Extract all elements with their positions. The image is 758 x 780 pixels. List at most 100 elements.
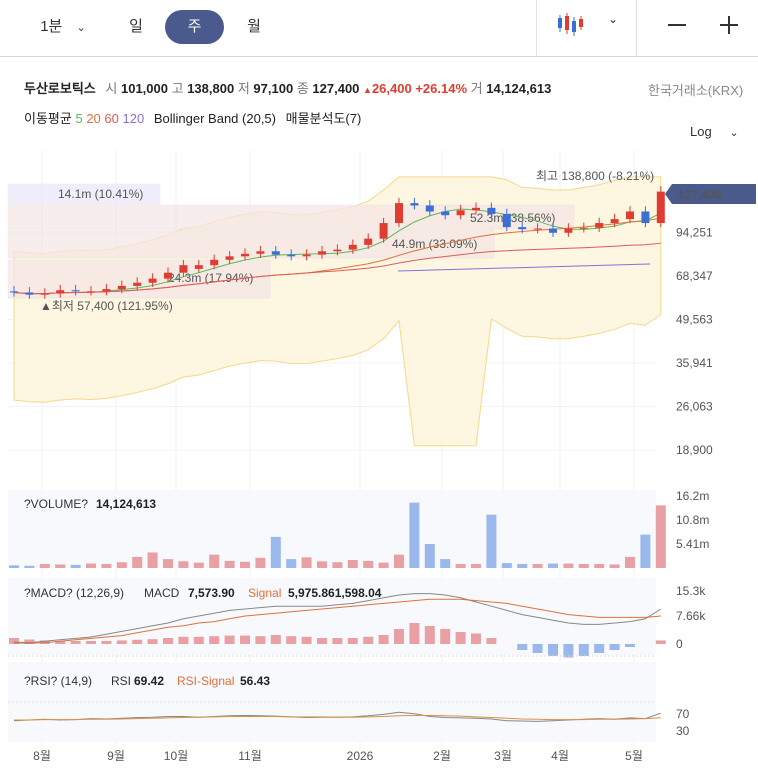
volume-axis-tick: 5.41m <box>676 537 709 551</box>
candle-body <box>348 244 357 250</box>
volume-bar <box>24 565 35 568</box>
candle-body <box>133 282 142 286</box>
volume-bar <box>178 561 189 568</box>
candle-body <box>87 291 95 293</box>
macd-histogram-bar <box>532 644 543 653</box>
macd-histogram-bar <box>394 629 404 644</box>
macd-histogram-bar <box>209 636 220 644</box>
volume-bar <box>209 554 220 568</box>
volume-bar <box>486 514 497 568</box>
macd-histogram-bar <box>270 635 281 644</box>
zoom-out-icon[interactable] <box>668 24 686 26</box>
volume-bar <box>578 564 589 568</box>
volume-bar <box>193 562 204 568</box>
candle-body <box>518 227 527 230</box>
change-value: 26,400 <box>371 81 412 96</box>
volume-label: 거 <box>470 81 483 96</box>
high-value: 138,800 <box>187 81 235 96</box>
low-label: 저 <box>237 81 250 96</box>
candle-body <box>256 251 265 254</box>
volume-bar <box>270 536 281 568</box>
volume-bar <box>86 563 96 568</box>
x-axis-label: 10월 <box>164 749 188 763</box>
x-axis: 8월 9월 10월 11월 2026 2월 3월 4월 5월 <box>33 749 643 763</box>
candle-body <box>502 213 511 228</box>
price-panel: 94,251 68,347 49,563 35,941 26,063 18,900 14.1… <box>7 150 756 750</box>
x-axis-label: 2026 <box>347 749 374 763</box>
macd-histogram-bar <box>578 644 589 656</box>
candle-body <box>425 205 434 212</box>
macd-axis-tick: 7.66k <box>676 609 706 623</box>
rsi-axis-tick: 30 <box>676 724 690 738</box>
macd-signal-label: Signal <box>248 586 281 600</box>
volume-profile-label: 24.3m (17.94%) <box>168 271 253 285</box>
macd-histogram-bar <box>163 638 173 644</box>
volume-value: 14,124,613 <box>486 81 552 96</box>
volume-bar <box>501 563 512 568</box>
chart-type-chevron-icon[interactable]: ⌄ <box>608 12 619 26</box>
volume-axis-tick: 10.8m <box>676 513 709 527</box>
candle-body <box>71 290 80 292</box>
macd-axis-tick: 0 <box>676 637 683 651</box>
volume-bar <box>532 564 543 568</box>
candle-body <box>318 251 326 255</box>
chart-area[interactable]: 94,251 68,347 49,563 35,941 26,063 18,900 14.1… <box>0 150 758 780</box>
candle-body <box>549 228 557 233</box>
volume-bar <box>332 562 343 568</box>
candle-body <box>333 249 342 252</box>
volume-bar <box>147 552 158 568</box>
volume-bar <box>471 564 481 568</box>
macd-label: MACD <box>144 586 180 600</box>
macd-histogram-bar <box>409 623 420 644</box>
rsi-panel: ?RSI? (14,9) RSI 69.42 RSI-Signal 56.43 70 30 <box>8 655 690 742</box>
macd-histogram-bar <box>240 635 250 644</box>
candle-body <box>194 265 203 269</box>
candle-body <box>164 272 172 279</box>
tab-month[interactable]: 월 <box>247 18 261 35</box>
tab-week[interactable]: 주 <box>165 10 224 44</box>
macd-histogram-bar <box>24 639 35 644</box>
candle-body <box>564 228 573 233</box>
macd-histogram-bar <box>147 639 158 644</box>
macd-histogram-bar <box>655 640 666 644</box>
price-axis-tick: 35,941 <box>676 356 713 370</box>
candle-body <box>271 251 280 255</box>
candle-body <box>102 289 111 292</box>
ma120-label: 120 <box>122 111 145 126</box>
macd-histogram-bar <box>548 644 558 656</box>
volume-bar <box>240 561 250 568</box>
x-axis-label: 11월 <box>238 749 262 763</box>
indicator-legend[interactable]: 이동평균 5 20 60 120 Bollinger Band (20,5) 매… <box>24 108 361 127</box>
x-axis-label: 2월 <box>433 749 451 763</box>
zoom-in-icon[interactable] <box>720 16 738 34</box>
candle-body <box>456 210 465 216</box>
candle-body <box>117 285 126 290</box>
price-axis-tick: 68,347 <box>676 269 713 283</box>
volume-bar <box>548 563 558 568</box>
macd-histogram-bar <box>255 636 266 644</box>
macd-line <box>13 593 662 644</box>
macd-histogram-bar <box>455 632 466 644</box>
volume-bar <box>70 564 81 568</box>
scale-selector[interactable]: Log ⌄ <box>690 124 739 139</box>
macd-histogram-bar <box>440 629 451 644</box>
volume-value: 14,124,613 <box>96 497 156 511</box>
bb-label: Bollinger Band <box>153 111 239 126</box>
volume-bar <box>594 564 605 568</box>
macd-histogram-bar <box>101 641 112 644</box>
tab-minute[interactable]: 1분 ⌄ <box>28 10 98 44</box>
tab-day[interactable]: 일 <box>129 18 143 35</box>
volume-bar <box>378 562 389 568</box>
macd-histogram-bar <box>132 639 143 644</box>
macd-axis-tick: 15.3k <box>676 584 706 598</box>
candlestick-type-icon[interactable] <box>556 12 586 38</box>
volume-bar <box>55 564 66 568</box>
macd-histogram-bar <box>9 638 19 644</box>
macd-histogram-bar <box>517 644 528 650</box>
volume-bar <box>163 559 173 568</box>
close-value: 127,400 <box>312 81 360 96</box>
up-triangle-icon: ▲ <box>363 85 372 95</box>
macd-panel: ?MACD? (12,26,9) MACD 7,573.90 Signal 5,975.… <box>8 578 706 658</box>
rsi-value: 69.42 <box>134 674 164 688</box>
candle-body <box>610 219 619 224</box>
